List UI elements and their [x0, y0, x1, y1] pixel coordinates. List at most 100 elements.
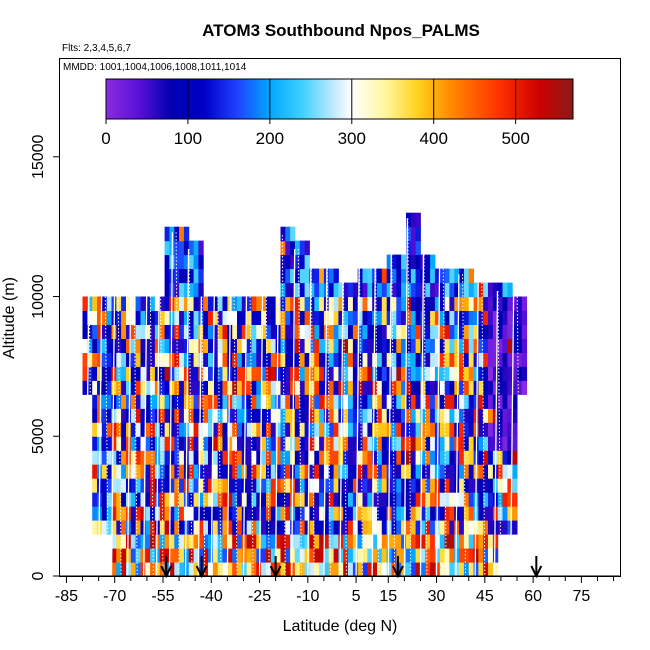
heatmap-cell [348, 506, 354, 521]
heatmap-cell [377, 478, 383, 493]
heatmap-cell [372, 394, 378, 409]
heatmap-cell [309, 464, 315, 479]
heatmap-cell [256, 296, 262, 311]
heatmap-cell [266, 492, 272, 507]
heatmap-cell [130, 338, 137, 353]
heatmap-cell [521, 366, 528, 381]
heatmap-cell [116, 548, 122, 563]
heatmap-cell [439, 268, 446, 284]
heatmap-cell [521, 324, 528, 339]
heatmap-cell [449, 422, 455, 437]
heatmap-cell [386, 324, 392, 339]
heatmap-cell [463, 464, 470, 479]
heatmap-cell [140, 464, 146, 479]
heatmap-cell [256, 380, 262, 395]
heatmap-cell [251, 450, 257, 465]
heatmap-cell [106, 422, 112, 437]
heatmap-cell [328, 422, 334, 437]
heatmap-cell [97, 380, 103, 395]
heatmap-cell [193, 520, 199, 535]
heatmap-cell [208, 296, 214, 311]
heatmap-cell [444, 478, 450, 493]
heatmap-cell [150, 408, 156, 423]
heatmap-cell [444, 380, 450, 395]
heatmap-cell [430, 520, 436, 535]
heatmap-cell [169, 394, 175, 409]
heatmap-cell [459, 422, 465, 437]
heatmap-cell [396, 548, 402, 563]
heatmap-cell [348, 310, 354, 325]
heatmap-cell [179, 548, 185, 563]
heatmap-cell [150, 310, 156, 325]
heatmap-cell [270, 296, 277, 311]
heatmap-cell [193, 492, 199, 507]
heatmap-cell [444, 422, 450, 437]
heatmap-cell [145, 464, 151, 479]
heatmap-cell [294, 324, 301, 339]
heatmap-cell [406, 562, 412, 577]
heatmap-cell [87, 296, 93, 311]
heatmap-cell [203, 352, 209, 367]
heatmap-cell [92, 450, 98, 465]
heatmap-cell [246, 422, 252, 437]
ascent-profile-line [455, 274, 460, 577]
heatmap-cell [454, 352, 460, 367]
heatmap-cell [348, 394, 354, 409]
heatmap-cell [256, 548, 262, 563]
heatmap-cell [294, 506, 301, 521]
heatmap-cell [179, 478, 185, 493]
descent-profile-line [117, 296, 122, 577]
heatmap-cell [208, 506, 214, 521]
heatmap-cell [357, 562, 363, 577]
heatmap-cell [174, 226, 180, 242]
heatmap-cell [406, 422, 412, 437]
heatmap-cell [348, 338, 354, 353]
heatmap-cell [478, 450, 484, 465]
heatmap-cell [391, 436, 397, 451]
heatmap-cell [454, 366, 460, 381]
heatmap-cell [396, 478, 402, 493]
heatmap-cell [179, 394, 185, 409]
heatmap-cell [401, 296, 407, 311]
heatmap-cell [217, 394, 223, 409]
heatmap-cell [237, 534, 243, 549]
heatmap-cell [483, 534, 489, 549]
heatmap-cell [145, 534, 151, 549]
heatmap-cell [140, 450, 146, 465]
heatmap-cell [406, 492, 412, 507]
heatmap-cell [285, 254, 291, 270]
heatmap-cell [227, 436, 233, 451]
heatmap-cell [294, 282, 301, 298]
heatmap-cell [280, 534, 286, 549]
heatmap-cell [492, 534, 499, 549]
heatmap-cell [188, 506, 194, 521]
heatmap-cell [237, 464, 243, 479]
heatmap-cell [304, 338, 310, 353]
heatmap-cell [246, 534, 252, 549]
heatmap-cell [164, 296, 170, 311]
heatmap-cell [333, 548, 339, 563]
heatmap-cell [362, 282, 368, 298]
heatmap-cell [203, 394, 209, 409]
heatmap-cell [193, 548, 199, 563]
heatmap-cell [348, 436, 354, 451]
heatmap-cell [159, 296, 166, 311]
heatmap-cell [410, 380, 417, 395]
heatmap-cell [401, 380, 407, 395]
heatmap-cell [468, 394, 474, 409]
descent-profile-line [88, 296, 93, 577]
arrow-head [160, 565, 173, 579]
heatmap-cell [420, 506, 426, 521]
heatmap-cell [241, 366, 248, 381]
heatmap-cell [512, 394, 518, 409]
heatmap-cell [159, 380, 166, 395]
heatmap-cell [410, 268, 417, 284]
heatmap-cell [381, 296, 388, 311]
heatmap-cell [270, 436, 277, 451]
x-tick-label: 45 [476, 588, 494, 605]
heatmap-cell [126, 296, 132, 311]
heatmap-cell [478, 478, 484, 493]
heatmap-cell [169, 380, 175, 395]
heatmap-cell [150, 380, 156, 395]
heatmap-cell [410, 338, 417, 353]
